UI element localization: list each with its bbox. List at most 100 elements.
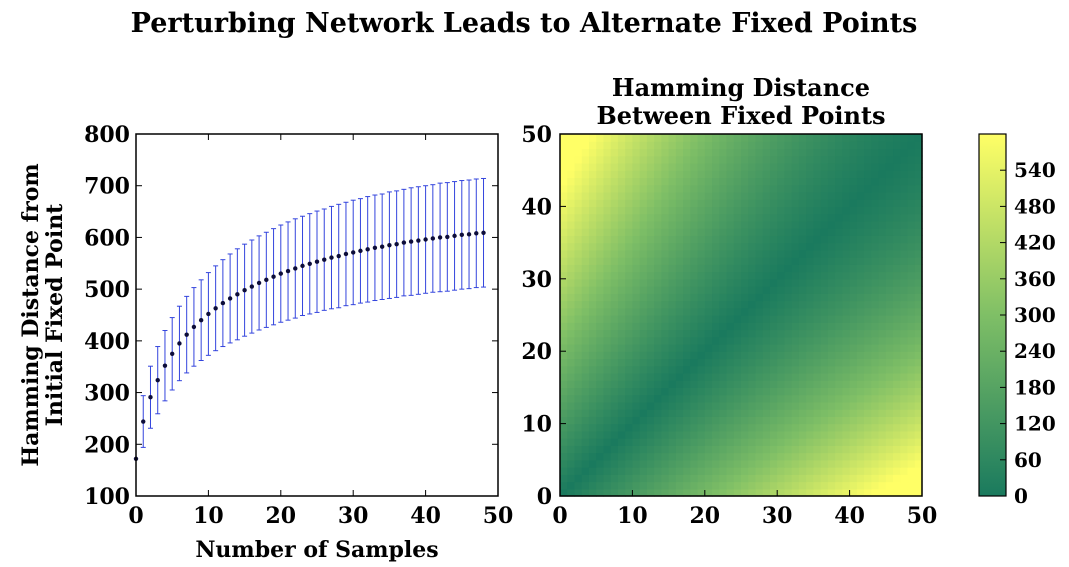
heatmap-cell: [842, 423, 851, 432]
heatmap-cell: [762, 329, 771, 338]
heatmap-cell: [864, 322, 872, 331]
heatmap-cell: [762, 474, 771, 483]
heatmap-cell: [567, 343, 576, 352]
heatmap-cell: [864, 307, 872, 316]
heatmap-cell: [581, 372, 590, 381]
heatmap-cell: [755, 401, 764, 410]
heatmap-cell: [661, 409, 670, 417]
heatmap-cell: [726, 184, 735, 193]
heatmap-cell: [777, 242, 786, 251]
heatmap-cell: [741, 322, 749, 331]
heatmap-cell: [567, 467, 576, 475]
heatmap-cell: [893, 220, 901, 229]
heatmap-cell: [856, 409, 865, 417]
heatmap-cell: [864, 358, 872, 367]
heatmap-cell: [733, 162, 742, 171]
heatmap-cell: [914, 134, 923, 142]
data-point: [242, 287, 247, 293]
heatmap-cell: [835, 315, 843, 323]
heatmap-cell: [560, 474, 568, 483]
heatmap-cell: [668, 271, 677, 280]
heatmap-cell: [697, 467, 706, 475]
x-tick-label: 30: [338, 503, 369, 529]
heatmap-cell: [632, 322, 641, 331]
heatmap-cell: [791, 184, 800, 193]
heatmap-cell: [683, 322, 691, 331]
heatmap-cell: [712, 394, 720, 403]
heatmap-cell: [885, 278, 894, 287]
heatmap-cell: [835, 401, 843, 410]
heatmap-cell: [762, 315, 771, 323]
heatmap-cell: [864, 177, 872, 186]
heatmap-cell: [704, 452, 713, 461]
heatmap-cell: [900, 162, 909, 171]
heatmap-cell: [719, 148, 728, 157]
heatmap-cell: [806, 423, 814, 432]
heatmap-cell: [885, 372, 894, 381]
heatmap-cell: [632, 401, 641, 410]
heatmap-cell: [791, 380, 800, 388]
heatmap-cell: [661, 401, 670, 410]
heatmap-cell: [842, 155, 851, 164]
heatmap-cell: [769, 307, 778, 316]
heatmap-cell: [646, 148, 655, 157]
heatmap-cell: [748, 438, 757, 446]
heatmap-cell: [849, 162, 858, 171]
colorbar-tick-label: 0: [1014, 484, 1028, 508]
heatmap-cell: [632, 380, 641, 388]
heatmap-cell: [878, 401, 887, 410]
heatmap-cell: [596, 242, 605, 251]
heatmap-cell: [769, 372, 778, 381]
heatmap-cell: [849, 213, 858, 222]
heatmap-cell: [893, 452, 901, 461]
heatmap-cell: [704, 322, 713, 331]
heatmap-cell: [856, 271, 865, 280]
heatmap-cell: [827, 329, 836, 338]
heatmap-cell: [690, 445, 699, 454]
heatmap-cell: [864, 481, 872, 490]
heatmap-cell: [639, 148, 648, 157]
heatmap-cell: [661, 235, 670, 244]
heatmap-cell: [741, 372, 749, 381]
heatmap-cell: [588, 351, 597, 360]
heatmap-cell: [632, 488, 641, 497]
heatmap-cell: [617, 184, 626, 193]
heatmap-cell: [704, 141, 713, 150]
heatmap-cell: [632, 343, 641, 352]
heatmap-cell: [712, 293, 720, 302]
heatmap-cell: [798, 278, 807, 287]
heatmap-cell: [683, 488, 691, 497]
heatmap-cell: [784, 242, 793, 251]
heatmap-cell: [733, 228, 742, 236]
heatmap-cell: [827, 322, 836, 331]
heatmap-cell: [864, 459, 872, 468]
heatmap-cell: [871, 286, 880, 294]
heatmap-cell: [878, 474, 887, 483]
heatmap-cell: [813, 300, 822, 309]
heatmap-cell: [610, 416, 619, 425]
heatmap-cell: [914, 184, 923, 193]
heatmap-cell: [813, 249, 822, 258]
heatmap-cell: [726, 351, 735, 360]
heatmap-cell: [581, 336, 590, 345]
heatmap-cell: [567, 177, 576, 186]
heatmap-cell: [596, 300, 605, 309]
heatmap-cell: [762, 220, 771, 229]
heatmap-cell: [777, 329, 786, 338]
heatmap-cell: [835, 467, 843, 475]
heatmap-cell: [668, 336, 677, 345]
heatmap-cell: [639, 438, 648, 446]
data-point: [481, 230, 486, 235]
heatmap-cell: [885, 199, 894, 207]
heatmap-cell: [835, 264, 843, 273]
heatmap-cell: [907, 336, 916, 345]
heatmap-cell: [617, 206, 626, 215]
heatmap-cell: [907, 228, 916, 236]
heatmap-cell: [856, 242, 865, 251]
data-point: [365, 247, 370, 252]
heatmap-cell: [617, 416, 626, 425]
x-tick-label: 40: [410, 503, 441, 529]
heatmap-cell: [588, 416, 597, 425]
heatmap-cell: [748, 213, 757, 222]
heatmap-cell: [697, 177, 706, 186]
